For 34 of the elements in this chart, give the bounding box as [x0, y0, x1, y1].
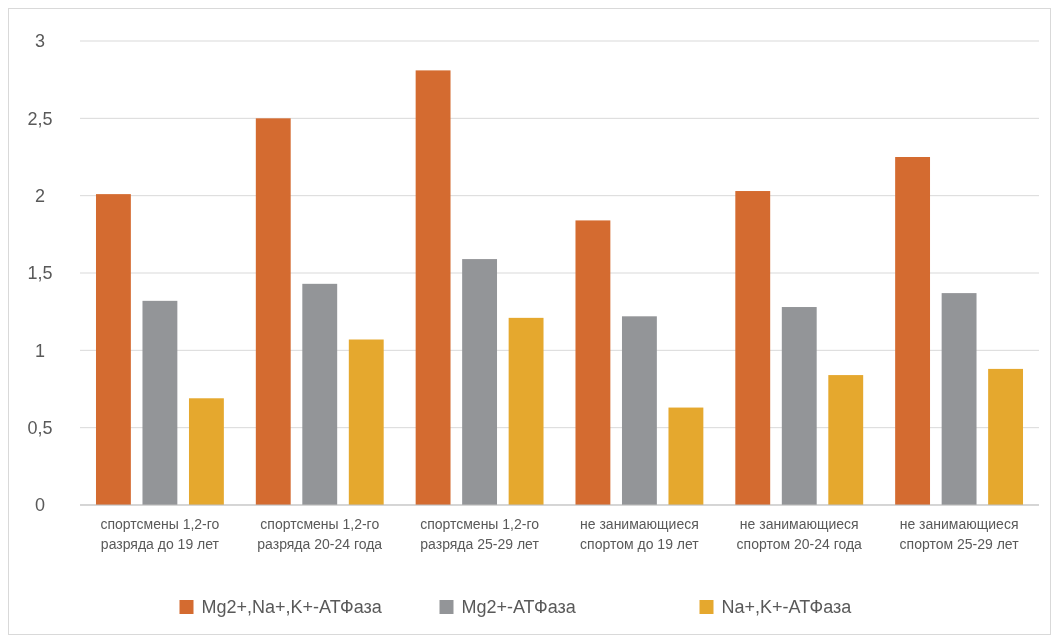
y-tick-label: 2,5 — [27, 108, 53, 129]
y-tick-label: 3 — [34, 31, 46, 52]
bar — [415, 70, 451, 505]
bar — [462, 259, 498, 505]
bar — [828, 375, 864, 505]
bar — [988, 368, 1024, 505]
bar — [575, 220, 611, 505]
y-tick-label: 0 — [34, 495, 46, 516]
bar — [621, 316, 657, 505]
x-tick-label: не занимающиеся спортом 25-29 лет — [899, 516, 1020, 552]
bar — [348, 339, 384, 505]
bar — [941, 293, 977, 505]
bar — [895, 157, 931, 505]
legend-label: Mg2+,Na+,K+-АТФаза — [201, 597, 383, 618]
x-tick-label: не занимающиеся спортом 20-24 года — [736, 516, 863, 552]
bar — [781, 307, 817, 505]
x-tick-label: спортсмены 1,2-го разряда 25-29 лет — [420, 516, 540, 552]
y-tick-label: 1 — [34, 340, 46, 361]
bar — [735, 191, 771, 505]
x-tick-label: спортсмены 1,2-го разряда до 19 лет — [100, 516, 220, 552]
bar — [508, 317, 544, 505]
legend-label: Mg2+-АТФаза — [461, 597, 577, 618]
bar — [255, 118, 291, 505]
y-tick-label: 1,5 — [27, 263, 53, 284]
x-tick-label: не занимающиеся спортом до 19 лет — [580, 516, 700, 552]
bar — [188, 398, 224, 505]
y-tick-label: 2 — [34, 185, 46, 206]
legend-label: Na+,K+-АТФаза — [721, 597, 853, 618]
bar — [302, 283, 338, 505]
bar — [95, 194, 131, 505]
bar — [668, 407, 704, 505]
x-tick-label: спортсмены 1,2-го разряда 20-24 года — [257, 516, 383, 552]
bar — [142, 300, 178, 505]
y-tick-label: 0,5 — [27, 417, 53, 438]
